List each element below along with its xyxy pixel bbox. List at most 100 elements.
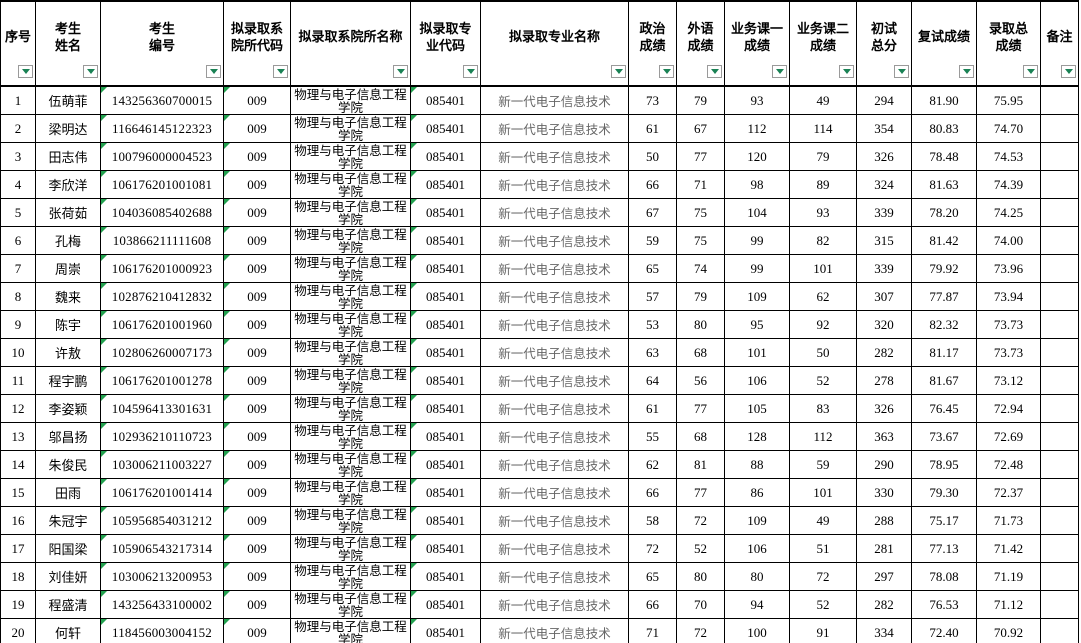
cell-initial-total[interactable]: 326 [856, 142, 912, 171]
cell-remark[interactable] [1040, 170, 1079, 199]
cell-major-code[interactable]: 085401 [410, 170, 481, 199]
cell-major-name[interactable]: 新一代电子信息技术 [480, 394, 629, 423]
cell-final-score[interactable]: 74.70 [976, 114, 1041, 143]
filter-button[interactable] [18, 65, 33, 78]
cell-candidate-id[interactable]: 116646145122323 [100, 114, 224, 143]
filter-button[interactable] [393, 65, 408, 78]
cell-foreign-language-score[interactable]: 80 [676, 562, 725, 591]
cell-candidate-id[interactable]: 104596413301631 [100, 394, 224, 423]
cell-remark[interactable] [1040, 85, 1079, 115]
cell-retest-score[interactable]: 73.67 [911, 422, 977, 451]
cell-serial[interactable]: 6 [0, 226, 36, 255]
cell-foreign-language-score[interactable]: 80 [676, 310, 725, 339]
cell-dept-code[interactable]: 009 [223, 142, 291, 171]
cell-major-code[interactable]: 085401 [410, 338, 481, 367]
cell-foreign-language-score[interactable]: 79 [676, 282, 725, 311]
filter-button[interactable] [1023, 65, 1038, 78]
cell-retest-score[interactable]: 76.53 [911, 590, 977, 619]
cell-politics-score[interactable]: 71 [628, 618, 677, 643]
cell-initial-total[interactable]: 288 [856, 506, 912, 535]
cell-politics-score[interactable]: 61 [628, 394, 677, 423]
cell-course2-score[interactable]: 79 [789, 142, 857, 171]
cell-politics-score[interactable]: 61 [628, 114, 677, 143]
cell-candidate-id[interactable]: 106176201001278 [100, 366, 224, 395]
cell-dept-name[interactable]: 物理与电子信息工程 学院 [290, 198, 411, 227]
cell-dept-name[interactable]: 物理与电子信息工程 学院 [290, 618, 411, 643]
cell-serial[interactable]: 18 [0, 562, 36, 591]
cell-major-name[interactable]: 新一代电子信息技术 [480, 506, 629, 535]
cell-candidate-name[interactable]: 朱俊民 [35, 450, 101, 479]
cell-major-name[interactable]: 新一代电子信息技术 [480, 142, 629, 171]
cell-final-score[interactable]: 72.37 [976, 478, 1041, 507]
cell-remark[interactable] [1040, 534, 1079, 563]
cell-retest-score[interactable]: 81.90 [911, 85, 977, 115]
cell-foreign-language-score[interactable]: 68 [676, 338, 725, 367]
cell-major-name[interactable]: 新一代电子信息技术 [480, 590, 629, 619]
cell-politics-score[interactable]: 53 [628, 310, 677, 339]
cell-foreign-language-score[interactable]: 68 [676, 422, 725, 451]
cell-dept-code[interactable]: 009 [223, 478, 291, 507]
cell-course1-score[interactable]: 106 [724, 366, 790, 395]
cell-final-score[interactable]: 73.96 [976, 254, 1041, 283]
cell-dept-name[interactable]: 物理与电子信息工程 学院 [290, 394, 411, 423]
cell-course2-score[interactable]: 92 [789, 310, 857, 339]
filter-button[interactable] [273, 65, 288, 78]
cell-final-score[interactable]: 73.94 [976, 282, 1041, 311]
cell-major-code[interactable]: 085401 [410, 198, 481, 227]
cell-candidate-id[interactable]: 105906543217314 [100, 534, 224, 563]
cell-major-code[interactable]: 085401 [410, 394, 481, 423]
cell-course1-score[interactable]: 112 [724, 114, 790, 143]
cell-final-score[interactable]: 73.12 [976, 366, 1041, 395]
cell-dept-name[interactable]: 物理与电子信息工程 学院 [290, 226, 411, 255]
cell-course1-score[interactable]: 105 [724, 394, 790, 423]
cell-course2-score[interactable]: 49 [789, 506, 857, 535]
cell-remark[interactable] [1040, 198, 1079, 227]
cell-course2-score[interactable]: 112 [789, 422, 857, 451]
cell-course2-score[interactable]: 59 [789, 450, 857, 479]
cell-retest-score[interactable]: 77.87 [911, 282, 977, 311]
cell-course1-score[interactable]: 93 [724, 85, 790, 115]
cell-remark[interactable] [1040, 506, 1079, 535]
cell-foreign-language-score[interactable]: 72 [676, 506, 725, 535]
filter-button[interactable] [463, 65, 478, 78]
cell-candidate-id[interactable]: 106176201000923 [100, 254, 224, 283]
cell-foreign-language-score[interactable]: 81 [676, 450, 725, 479]
cell-final-score[interactable]: 73.73 [976, 338, 1041, 367]
cell-dept-name[interactable]: 物理与电子信息工程 学院 [290, 478, 411, 507]
cell-course1-score[interactable]: 80 [724, 562, 790, 591]
cell-politics-score[interactable]: 67 [628, 198, 677, 227]
cell-final-score[interactable]: 73.73 [976, 310, 1041, 339]
cell-remark[interactable] [1040, 450, 1079, 479]
cell-foreign-language-score[interactable]: 77 [676, 142, 725, 171]
cell-politics-score[interactable]: 65 [628, 562, 677, 591]
cell-politics-score[interactable]: 66 [628, 170, 677, 199]
cell-initial-total[interactable]: 282 [856, 590, 912, 619]
cell-serial[interactable]: 15 [0, 478, 36, 507]
cell-candidate-name[interactable]: 程宇鹏 [35, 366, 101, 395]
cell-final-score[interactable]: 71.12 [976, 590, 1041, 619]
cell-remark[interactable] [1040, 338, 1079, 367]
cell-major-code[interactable]: 085401 [410, 450, 481, 479]
cell-serial[interactable]: 7 [0, 254, 36, 283]
cell-major-name[interactable]: 新一代电子信息技术 [480, 562, 629, 591]
cell-foreign-language-score[interactable]: 71 [676, 170, 725, 199]
cell-candidate-name[interactable]: 魏来 [35, 282, 101, 311]
cell-candidate-id[interactable]: 106176201001960 [100, 310, 224, 339]
cell-major-code[interactable]: 085401 [410, 618, 481, 643]
cell-course1-score[interactable]: 86 [724, 478, 790, 507]
cell-course2-score[interactable]: 50 [789, 338, 857, 367]
cell-course1-score[interactable]: 109 [724, 282, 790, 311]
cell-course2-score[interactable]: 52 [789, 590, 857, 619]
cell-remark[interactable] [1040, 282, 1079, 311]
cell-initial-total[interactable]: 282 [856, 338, 912, 367]
cell-course1-score[interactable]: 99 [724, 226, 790, 255]
cell-serial[interactable]: 2 [0, 114, 36, 143]
cell-serial[interactable]: 19 [0, 590, 36, 619]
cell-remark[interactable] [1040, 394, 1079, 423]
cell-retest-score[interactable]: 81.63 [911, 170, 977, 199]
cell-politics-score[interactable]: 55 [628, 422, 677, 451]
cell-major-name[interactable]: 新一代电子信息技术 [480, 254, 629, 283]
cell-retest-score[interactable]: 82.32 [911, 310, 977, 339]
cell-final-score[interactable]: 75.95 [976, 85, 1041, 115]
cell-final-score[interactable]: 74.00 [976, 226, 1041, 255]
